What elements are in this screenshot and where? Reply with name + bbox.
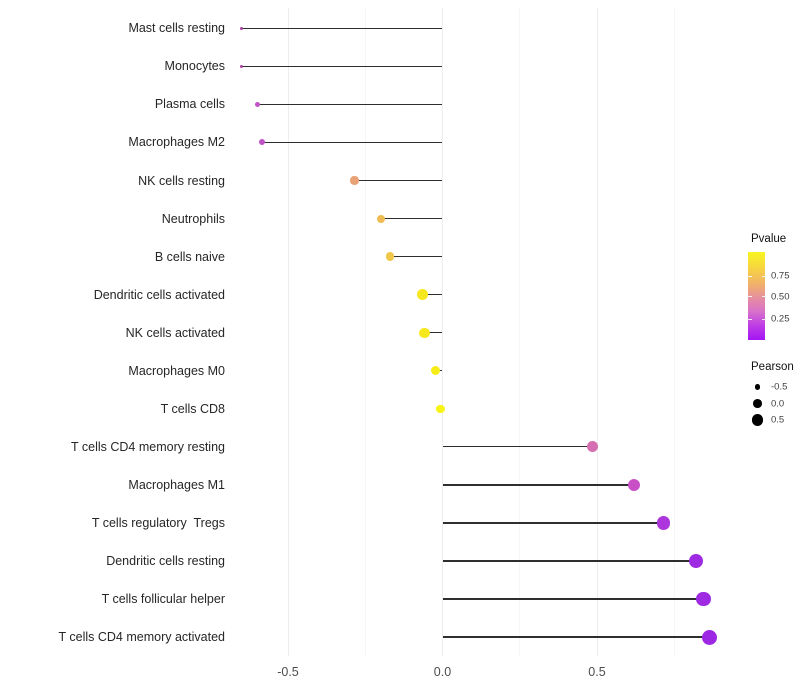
minor-gridline [673,8,675,656]
colorbar-tick-label: 0.75 [771,270,790,282]
colorbar-tick-mark [748,275,752,277]
lollipop-point [376,214,385,223]
lollipop-point [586,441,598,453]
colorbar-tick-mark [761,296,765,298]
pearson-size-dot [751,414,764,426]
colorbar-tick-mark [761,275,765,277]
y-axis-label: B cells naive [154,249,225,264]
pearson-size-dot [753,399,762,408]
y-axis-label: Macrophages M1 [128,477,225,492]
pvalue-legend-title: Pvalue [751,233,787,245]
lollipop-point [431,366,441,376]
lollipop-stem [442,484,635,486]
y-axis-label: T cells follicular helper [101,592,225,607]
y-axis-label: Plasma cells [154,97,225,112]
pearson-size-label: 0.5 [771,414,785,426]
y-axis-label: Dendritic cells activated [93,287,225,302]
lollipop-point [656,516,671,530]
lollipop-stem [442,598,704,600]
y-axis-label: T cells regulatory Tregs [91,515,225,530]
lollipop-point [417,289,428,300]
lollipop-point [627,478,641,492]
x-tick-label: -0.5 [277,665,299,679]
lollipop-point [702,629,718,645]
pvalue-colorbar [748,252,765,340]
lollipop-stem [442,522,664,524]
colorbar-tick-label: 0.25 [771,313,790,325]
y-axis-label: Macrophages M0 [128,363,225,378]
lollipop-stem [389,255,443,258]
y-axis-label: T cells CD8 [160,401,225,416]
y-axis-label: NK cells resting [138,173,225,188]
major-gridline [596,8,598,656]
colorbar-tick-mark [748,318,752,320]
lollipop-stem [380,217,443,220]
lollipop-point [239,64,244,69]
y-axis-label: Neutrophils [161,211,225,226]
lollipop-point [419,327,430,338]
lollipop-stem [442,636,710,638]
lollipop-stem [241,27,443,29]
y-axis-label: Dendritic cells resting [106,554,225,568]
lollipop-stem [261,141,443,144]
colorbar-tick-mark [761,318,765,320]
y-axis-label: T cells CD4 memory resting [71,439,225,454]
lollipop-stem [424,332,443,334]
colorbar-tick-label: 0.50 [771,291,790,303]
minor-gridline [364,8,366,656]
colorbar-tick-mark [748,296,752,298]
lollipop-stem [442,560,696,562]
major-gridline [287,8,289,656]
lollipop-stem [257,103,443,106]
lollipop-point [696,591,711,607]
lollipop-stem [422,294,443,296]
lollipop-stem [241,65,443,67]
y-axis-label: Mast cells resting [128,21,225,36]
pearson-size-label: 0.0 [771,398,785,409]
lollipop-point [688,554,703,568]
lollipop-point [436,404,445,413]
y-axis-label: T cells CD4 memory activated [58,630,226,645]
lollipop-point [350,176,359,185]
pearson-size-label: -0.5 [771,381,788,393]
lollipop-stem [442,446,593,448]
minor-gridline [519,8,521,656]
x-tick-label: 0.5 [588,665,606,679]
lollipop-point [385,252,395,261]
lollipop-stem [354,179,443,182]
y-axis-label: Monocytes [164,59,225,74]
lollipop-point [239,26,244,31]
legend: Pvalue 0.75 0.50 0.25 Pearson -0.5 0.0 0.5 [746,230,800,440]
y-axis-label: Macrophages M2 [128,135,225,150]
major-gridline [442,8,443,656]
x-tick-label: 0.0 [433,665,452,679]
lollipop-point [254,101,260,107]
pearson-legend-title: Pearson [751,361,794,373]
y-axis-label: NK cells activated [125,325,225,340]
pearson-size-dot [754,384,761,390]
lollipop-point [258,139,265,146]
